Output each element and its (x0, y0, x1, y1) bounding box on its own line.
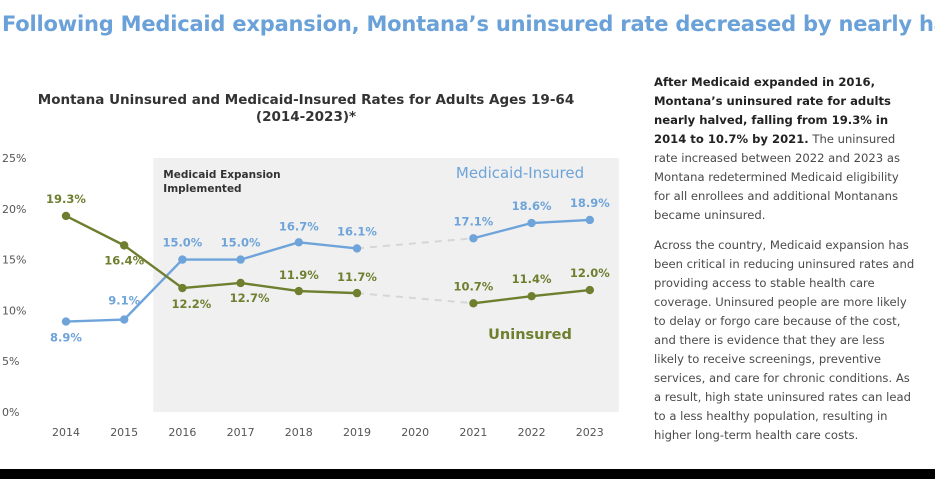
medicaid-line-segment (123, 258, 184, 321)
sidebar-lead-rest: The uninsured rate increased between 202… (654, 132, 900, 222)
medicaid-data-label: 16.7% (279, 219, 319, 233)
medicaid-data-label: 16.1% (337, 224, 377, 238)
sidebar-paragraph-1: After Medicaid expanded in 2016, Montana… (654, 73, 916, 225)
medicaid-line-segment (65, 318, 125, 323)
medicaid-line-segment (298, 241, 358, 250)
uninsured-line-segment (123, 244, 184, 290)
medicaid-point (585, 215, 594, 225)
uninsured-data-label: 11.7% (337, 270, 377, 284)
uninsured-point (61, 211, 71, 221)
uninsured-line-segment (531, 288, 590, 298)
x-tick-label: 2015 (110, 426, 138, 439)
medicaid-data-label: 9.1% (108, 294, 140, 308)
series-label-uninsured: Uninsured (488, 327, 572, 343)
medicaid-data-label: 17.1% (453, 214, 493, 228)
medicaid-point (178, 255, 187, 264)
uninsured-line-segment (240, 281, 299, 293)
medicaid-point (61, 317, 71, 326)
x-tick-label: 2016 (168, 426, 196, 439)
headline: Following Medicaid expansion, Montana’s … (2, 12, 935, 36)
uninsured-line-segment (473, 294, 532, 305)
uninsured-line-segment (298, 289, 358, 295)
medicaid-data-label: 18.6% (512, 199, 552, 213)
uninsured-point (469, 299, 478, 308)
x-tick-label: 2023 (576, 426, 604, 439)
y-tick-label: 0% (2, 406, 19, 419)
uninsured-line-segment (65, 214, 125, 247)
uninsured-data-label: 12.7% (230, 291, 270, 305)
chart-title-line2: (2014-2023)* (256, 109, 356, 125)
uninsured-point (120, 241, 129, 250)
uninsured-data-label: 19.3% (46, 192, 86, 206)
x-tick-label: 2020 (401, 426, 429, 439)
y-tick-label: 25% (2, 152, 26, 165)
content-panel: Following Medicaid expansion, Montana’s … (0, 0, 935, 469)
uninsured-data-label: 11.9% (279, 268, 319, 282)
uninsured-data-label: 11.4% (512, 272, 552, 286)
sidebar-paragraph-2: Across the country, Medicaid expansion h… (654, 238, 915, 442)
uninsured-data-label: 12.2% (171, 297, 211, 311)
y-tick-label: 15% (2, 254, 26, 267)
uninsured-data-label: 12.0% (570, 266, 610, 280)
uninsured-data-label: 16.4% (104, 253, 144, 267)
uninsured-gap-dashed-line (356, 292, 474, 305)
medicaid-data-label: 18.9% (570, 196, 610, 210)
medicaid-point (236, 255, 245, 264)
medicaid-point (352, 244, 362, 253)
uninsured-point (585, 285, 594, 295)
medicaid-data-label: 15.0% (221, 236, 261, 250)
uninsured-line-segment (182, 281, 241, 290)
y-tick-label: 20% (2, 203, 26, 216)
x-tick-label: 2021 (459, 426, 487, 439)
medicaid-line-segment (240, 241, 300, 261)
expansion-label-line2: Implemented (163, 183, 241, 195)
medicaid-point (120, 315, 129, 324)
x-tick-label: 2014 (52, 426, 80, 439)
expansion-label-line1: Medicaid Expansion (163, 169, 280, 181)
x-tick-label: 2018 (285, 426, 313, 439)
uninsured-point (294, 286, 303, 296)
y-tick-label: 10% (2, 304, 26, 317)
medicaid-point (527, 218, 536, 228)
series-label-medicaid-insured: Medicaid-Insured (456, 164, 584, 182)
medicaid-point (469, 234, 478, 243)
medicaid-line-segment (473, 221, 532, 240)
uninsured-point (352, 288, 362, 298)
x-tick-label: 2022 (518, 426, 546, 439)
medicaid-line-segment (531, 218, 590, 225)
uninsured-data-label: 10.7% (453, 279, 493, 293)
uninsured-point (236, 278, 245, 288)
chart-title-line1: Montana Uninsured and Medicaid-Insured R… (38, 92, 574, 108)
sidebar-text: After Medicaid expanded in 2016, Montana… (654, 73, 916, 456)
sidebar-bold-lead: After Medicaid expanded in 2016, Montana… (654, 75, 891, 146)
medicaid-data-label: 8.9% (50, 331, 82, 345)
line-chart: Montana Uninsured and Medicaid-Insured R… (2, 92, 619, 439)
medicaid-data-label: 15.0% (162, 236, 202, 250)
x-tick-label: 2017 (227, 426, 255, 439)
uninsured-point (178, 283, 187, 293)
x-tick-label: 2019 (343, 426, 371, 439)
medicaid-point (294, 238, 303, 247)
uninsured-point (527, 291, 536, 301)
y-tick-label: 5% (2, 355, 19, 368)
medicaid-gap-dashed-line (356, 237, 474, 250)
